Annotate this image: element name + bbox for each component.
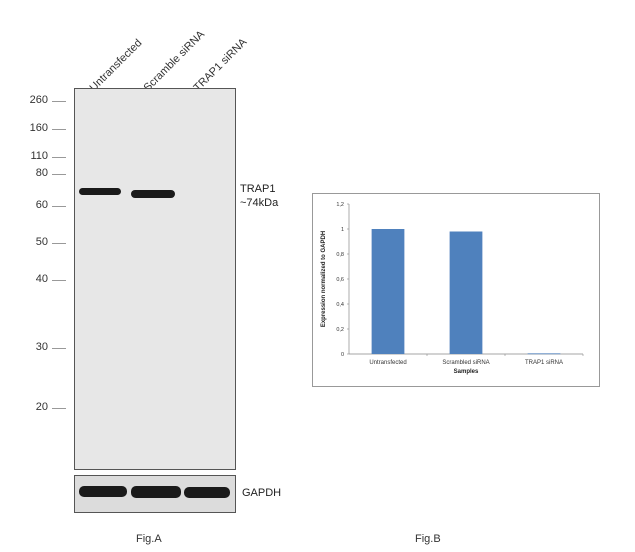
fig-b-chart-frame: 0 0,2 0,4 0,6 0,8 1 1,2 Untransfected Scrambled …: [312, 193, 600, 387]
x-tick-label: Untransfected: [369, 360, 406, 366]
lane-label-trap1-sirna: TRAP1 siRNA: [191, 36, 250, 94]
mw-marker-40: 40: [35, 273, 48, 285]
mw-marker-260: 260: [29, 94, 48, 106]
trap1-band-scramble: [131, 190, 175, 198]
mw-tick: [52, 280, 66, 281]
mw-tick: [52, 206, 66, 207]
mw-marker-60: 60: [35, 199, 48, 211]
bar-1: [449, 231, 483, 354]
western-blot-panel: [74, 88, 236, 470]
loading-control-label: GAPDH: [242, 487, 282, 499]
mw-marker-110: 110: [30, 150, 48, 162]
y-tick-label: 1,2: [336, 202, 344, 208]
y-tick-label: 0,8: [336, 252, 344, 258]
mw-tick: [52, 408, 66, 409]
mw-marker-30: 30: [35, 341, 48, 353]
x-tick-label: TRAP1 siRNA: [525, 360, 563, 366]
mw-marker-50: 50: [35, 236, 48, 248]
mw-tick: [52, 348, 66, 349]
mw-tick: [52, 174, 66, 175]
mw-marker-20: 20: [35, 401, 48, 413]
bar-chart: 0 0,2 0,4 0,6 0,8 1 1,2 Untransfected Scrambled …: [321, 202, 584, 375]
fig-a-caption: Fig.A: [136, 533, 162, 545]
y-tick-label: 0,6: [336, 277, 344, 283]
gapdh-band-scramble: [131, 486, 181, 498]
bar-2: [527, 353, 561, 355]
mw-marker-80: 80: [35, 167, 48, 179]
mw-tick: [52, 243, 66, 244]
mw-marker-160: 160: [29, 122, 48, 134]
target-size-label: ~74kDa: [240, 197, 279, 209]
y-tick-label: 0: [341, 352, 344, 358]
bar-0: [371, 229, 405, 354]
y-tick-label: 0,4: [336, 302, 344, 308]
x-axis-title: Samples: [454, 369, 479, 375]
gapdh-band-trap1-sirna: [184, 487, 230, 498]
mw-tick: [52, 157, 66, 158]
gapdh-band-untransfected: [79, 486, 127, 497]
x-tick-label: Scrambled siRNA: [442, 360, 489, 366]
target-protein-label: TRAP1: [240, 183, 276, 195]
lane-label-untransfected: Untransfected: [87, 37, 145, 94]
y-tick-label: 1: [341, 227, 344, 233]
mw-tick: [52, 129, 66, 130]
mw-tick: [52, 101, 66, 102]
trap1-band-untransfected: [79, 188, 121, 195]
y-axis-title: Expression normalized to GAPDH: [321, 231, 327, 327]
fig-b-caption: Fig.B: [415, 533, 441, 545]
y-tick-label: 0,2: [336, 327, 344, 333]
